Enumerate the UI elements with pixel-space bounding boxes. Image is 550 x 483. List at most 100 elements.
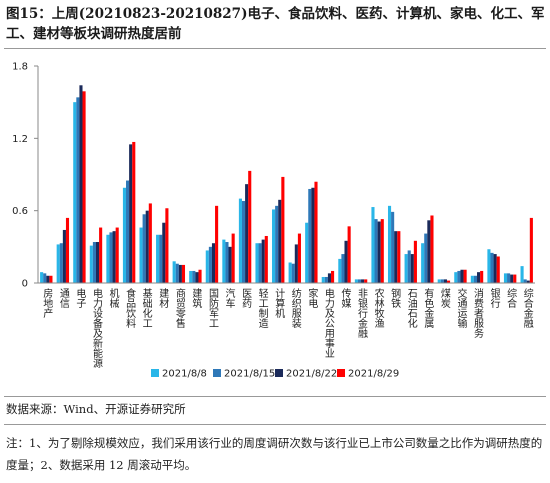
bar — [311, 187, 315, 283]
bar — [440, 279, 444, 283]
bar — [76, 97, 80, 283]
bar — [145, 210, 149, 283]
bar — [231, 233, 235, 283]
x-tick-label: 银行 — [488, 287, 500, 309]
bar — [225, 242, 229, 283]
bar — [205, 250, 209, 283]
bar — [308, 188, 312, 283]
bar — [490, 252, 494, 283]
bar — [56, 244, 60, 283]
bar — [95, 242, 100, 283]
bar — [115, 227, 119, 283]
x-tick-label: 纺织服装 — [289, 287, 301, 329]
y-tick-label: 0.6 — [12, 206, 28, 217]
bar — [473, 275, 478, 283]
x-tick-label: 有色金属 — [422, 287, 434, 329]
bar — [112, 231, 116, 283]
bar — [294, 244, 298, 283]
bar — [361, 279, 365, 283]
bar — [427, 220, 431, 283]
bar — [198, 269, 202, 283]
x-tick-label: 消费者服务 — [472, 287, 484, 339]
bar — [162, 222, 166, 283]
legend-swatch — [213, 369, 221, 377]
x-tick-label: 电子 — [74, 287, 86, 308]
x-tick-label: 综合 — [505, 287, 517, 309]
bar — [99, 227, 103, 283]
bar — [159, 234, 163, 283]
bar — [443, 279, 447, 283]
bar — [394, 231, 398, 283]
bar — [192, 270, 196, 283]
bar — [377, 221, 381, 283]
bar — [410, 254, 414, 283]
bar — [520, 266, 524, 283]
x-tick-label: 轻工制造 — [256, 287, 268, 328]
x-tick-label: 国防军工 — [206, 288, 218, 328]
legend-label: 2021/8/22 — [286, 369, 337, 380]
bar — [397, 231, 401, 283]
x-tick-label: 家电 — [306, 287, 318, 308]
rule — [4, 424, 546, 425]
bar — [297, 233, 301, 283]
bar — [496, 256, 500, 283]
bar — [341, 254, 345, 283]
x-tick-label: 建材 — [157, 287, 169, 308]
bar — [126, 180, 130, 283]
x-tick-label: 交通运输 — [455, 287, 467, 329]
bar — [510, 274, 514, 283]
bar — [43, 273, 47, 283]
bar — [380, 219, 384, 283]
bar — [480, 270, 484, 283]
bar — [264, 235, 268, 283]
bar — [357, 279, 362, 283]
bar — [338, 258, 342, 283]
rule — [4, 48, 546, 49]
x-tick-label: 商贸零售 — [173, 287, 185, 329]
bar — [73, 102, 77, 283]
x-tick-label: 综合金融 — [521, 287, 533, 329]
bar — [46, 275, 50, 283]
bar — [255, 243, 259, 283]
bar — [487, 249, 491, 283]
bar — [132, 141, 136, 283]
y-tick-label: 1.8 — [12, 62, 28, 73]
bar — [172, 261, 176, 283]
bar — [142, 214, 146, 283]
x-tick-label: 石油石化 — [405, 288, 417, 328]
x-tick-label: 煤炭 — [438, 287, 450, 309]
bar — [275, 205, 279, 283]
bar — [371, 207, 375, 283]
bar — [470, 275, 474, 283]
x-tick-label: 钢铁 — [389, 287, 401, 309]
bar — [314, 181, 318, 283]
bar — [215, 205, 219, 283]
bar — [89, 245, 93, 283]
bar — [460, 269, 464, 283]
bar — [139, 227, 143, 283]
bar — [523, 279, 527, 283]
x-tick-label: 农林牧渔 — [372, 287, 384, 329]
x-tick-label: 机械 — [107, 287, 119, 309]
bar — [407, 250, 411, 283]
bar — [261, 239, 265, 283]
x-tick-label: 计算机 — [273, 287, 285, 319]
bar — [106, 234, 110, 283]
bar — [59, 243, 63, 283]
bar — [241, 201, 246, 283]
y-tick-label: 0 — [22, 279, 28, 290]
legend-swatch — [151, 369, 159, 377]
bar — [175, 263, 179, 283]
bar — [178, 264, 182, 283]
bar — [477, 272, 481, 283]
bar — [211, 243, 216, 283]
bar — [513, 274, 517, 283]
bar — [92, 242, 96, 283]
legend-label: 2021/8/8 — [162, 369, 207, 380]
bar — [454, 272, 458, 283]
x-tick-label: 电力设备及新能源 — [90, 287, 102, 369]
bar — [62, 229, 66, 283]
bar — [331, 270, 335, 283]
bar — [238, 198, 242, 283]
